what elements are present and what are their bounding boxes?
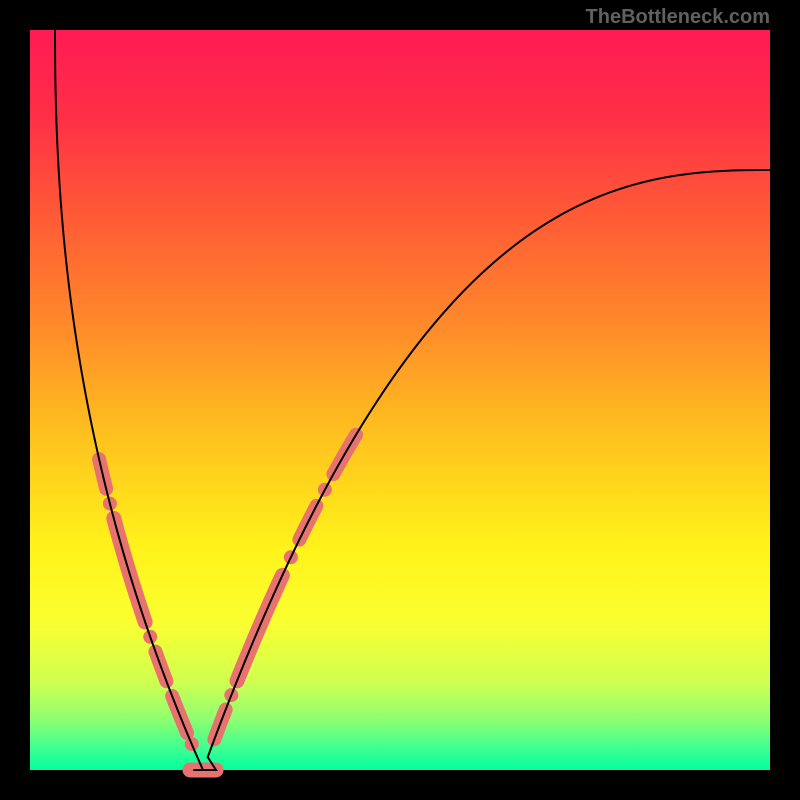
plot-gradient-background (30, 30, 770, 770)
watermark-text: TheBottleneck.com (586, 6, 770, 29)
chart-container: TheBottleneck.com (0, 0, 800, 800)
